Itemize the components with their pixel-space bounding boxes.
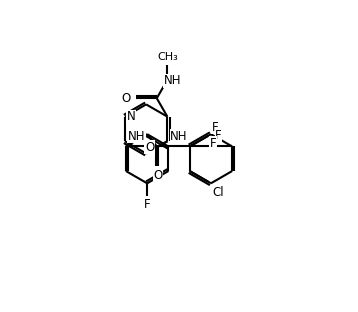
Text: NH: NH bbox=[164, 74, 182, 87]
Text: NH: NH bbox=[128, 129, 145, 143]
Text: O: O bbox=[145, 141, 154, 154]
Text: CH₃: CH₃ bbox=[157, 52, 178, 62]
Text: F: F bbox=[212, 121, 218, 134]
Text: O: O bbox=[122, 92, 131, 105]
Text: NH: NH bbox=[170, 129, 188, 143]
Text: F: F bbox=[209, 137, 216, 150]
Text: F: F bbox=[144, 198, 150, 211]
Text: Cl: Cl bbox=[212, 186, 224, 198]
Text: O: O bbox=[153, 169, 163, 183]
Text: F: F bbox=[215, 129, 222, 142]
Text: N: N bbox=[126, 110, 135, 123]
